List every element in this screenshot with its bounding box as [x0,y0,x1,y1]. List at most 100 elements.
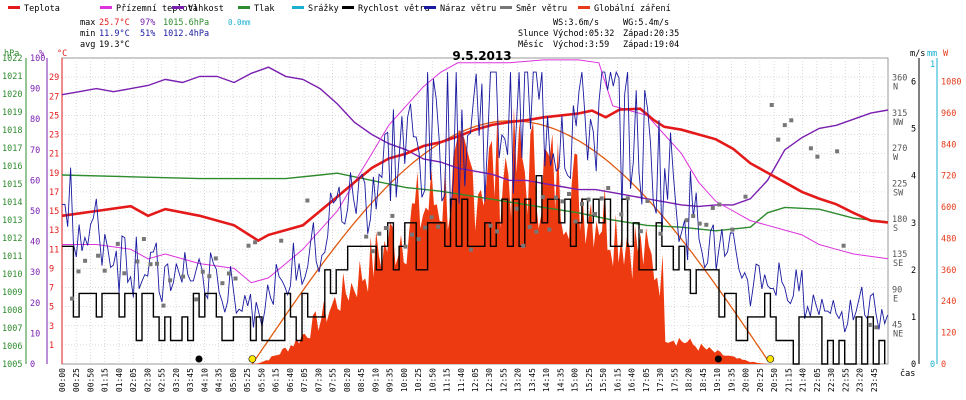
wind-dir-mark [521,243,526,248]
stat-min-hum: 51% [140,29,155,39]
axis-degc-tick-2: 5 [49,303,54,313]
legend-label-1: Přízemní teplota [116,4,198,14]
wind-dir-mark [410,232,414,237]
axis-dir-deg-0: 45 [892,321,902,331]
axis-pct-tick-1: 10 [30,329,40,339]
axis-ms-tick-3: 3 [911,219,916,229]
axis-wm-tick-2: 240 [941,297,956,307]
plot-area [61,59,889,365]
axis-dir-label-2: SE [893,259,903,269]
axis-hpa-tick-10: 1015 [2,180,22,190]
axis-dir-label-6: NW [893,118,904,128]
wind-dir-mark [246,243,251,248]
x-tick-23: 09:35 [386,368,395,392]
sun-rise: Východ:05:32 [553,29,614,39]
x-tick-22: 09:10 [371,368,380,392]
axis-hpa-tick-6: 1011 [2,252,22,262]
wind-dir-mark [717,202,722,207]
axis-dir-deg-6: 315 [892,109,907,119]
axis-degc-tick-13: 27 [49,92,59,102]
axis-wm-tick-4: 480 [941,234,956,244]
x-tick-10: 04:10 [200,368,209,392]
wind-dir-mark [436,224,441,229]
axis-hpa-tick-8: 1013 [2,216,22,226]
x-tick-4: 01:40 [115,368,124,392]
x-tick-15: 06:15 [272,368,281,392]
axes: hPa1005100610071008100910101011101210131… [2,49,961,392]
wind-dir-mark [135,259,140,264]
wind-dir-mark [377,231,382,236]
axis-wm-tick-3: 360 [941,266,956,276]
axis-degc-unit: °C [57,49,67,59]
legend-label-7: Směr větru [516,4,567,14]
x-tick-35: 14:35 [556,368,565,392]
x-tick-54: 22:30 [827,368,836,392]
wind-dir-mark [697,221,702,226]
legend-label-4: Srážky [308,4,339,14]
x-tick-55: 22:55 [841,368,850,392]
wind-speed-line [62,175,886,365]
axis-dir-label-0: NE [893,330,903,340]
wind-dir-mark [194,297,199,302]
x-tick-40: 16:40 [628,368,637,392]
axis-pct-tick-0: 0 [30,360,35,370]
x-tick-28: 11:40 [457,368,466,392]
wind-dir-mark [370,249,375,254]
x-axis-label: čas [900,368,915,379]
legend-swatch-2 [172,6,184,9]
x-tick-29: 12:05 [471,368,480,392]
wind-dir-mark [573,219,578,224]
axis-ms-tick-2: 2 [911,266,916,276]
wind-dir-mark [207,274,212,279]
axis-hpa-tick-4: 1009 [2,288,22,298]
wind-dir-mark [776,137,781,142]
wind-dir-mark [495,229,499,234]
x-tick-32: 13:20 [514,368,523,392]
wind-dir-mark [710,206,715,210]
x-tick-20: 08:20 [343,368,352,392]
x-tick-52: 21:40 [799,368,808,392]
x-tick-41: 17:05 [642,368,651,392]
axis-hpa-tick-5: 1010 [2,270,22,280]
x-tick-51: 21:15 [784,368,793,392]
wind-dir-mark [782,123,787,128]
wind-dir-mark [593,212,598,216]
x-tick-7: 02:55 [158,368,167,392]
stat-avg-temp: 19.3°C [99,40,130,50]
sunrise-marker [248,355,257,363]
wind-dir-mark [141,237,146,241]
radiation-area [252,107,771,364]
stat-min-temp: 11.9°C [99,29,130,39]
x-tick-49: 20:25 [756,368,765,392]
wind-dir-mark [691,214,696,218]
x-tick-38: 15:50 [599,368,608,392]
axis-wm-tick-9: 1080 [941,78,961,88]
x-tick-33: 13:45 [528,368,537,392]
axis-degc-tick-1: 3 [49,322,54,332]
axis-hpa-tick-14: 1019 [2,108,22,118]
x-tick-18: 07:30 [314,368,323,392]
axis-hpa-unit: hPa [4,49,19,59]
axis-dir-deg-7: 360 [892,74,907,84]
wind-dir-mark [769,103,774,107]
axis-hpa-tick-17: 1022 [2,54,22,64]
moon-label: Měsíc [518,40,544,50]
axis-hpa-tick-13: 1018 [2,126,22,136]
axis-degc-tick-11: 23 [49,131,59,141]
wind-dir-mark [96,253,101,258]
wind-dir-mark [148,262,153,267]
axis-mm-tick-0: 0 [930,360,935,370]
axis-ms-tick-0: 0 [911,360,916,370]
x-tick-37: 15:25 [585,368,594,392]
x-tick-12: 05:00 [229,368,238,392]
legend-label-2: Vlhkost [188,4,224,14]
axis-hpa-tick-1: 1006 [2,342,22,352]
axis-dir-label-5: W [893,153,899,163]
stat-max-hum: 97% [140,18,155,28]
axis-hpa-tick-16: 1021 [2,72,22,82]
x-tick-25: 10:25 [414,368,423,392]
axis-wm-tick-8: 960 [941,109,956,119]
x-tick-45: 18:45 [699,368,708,392]
